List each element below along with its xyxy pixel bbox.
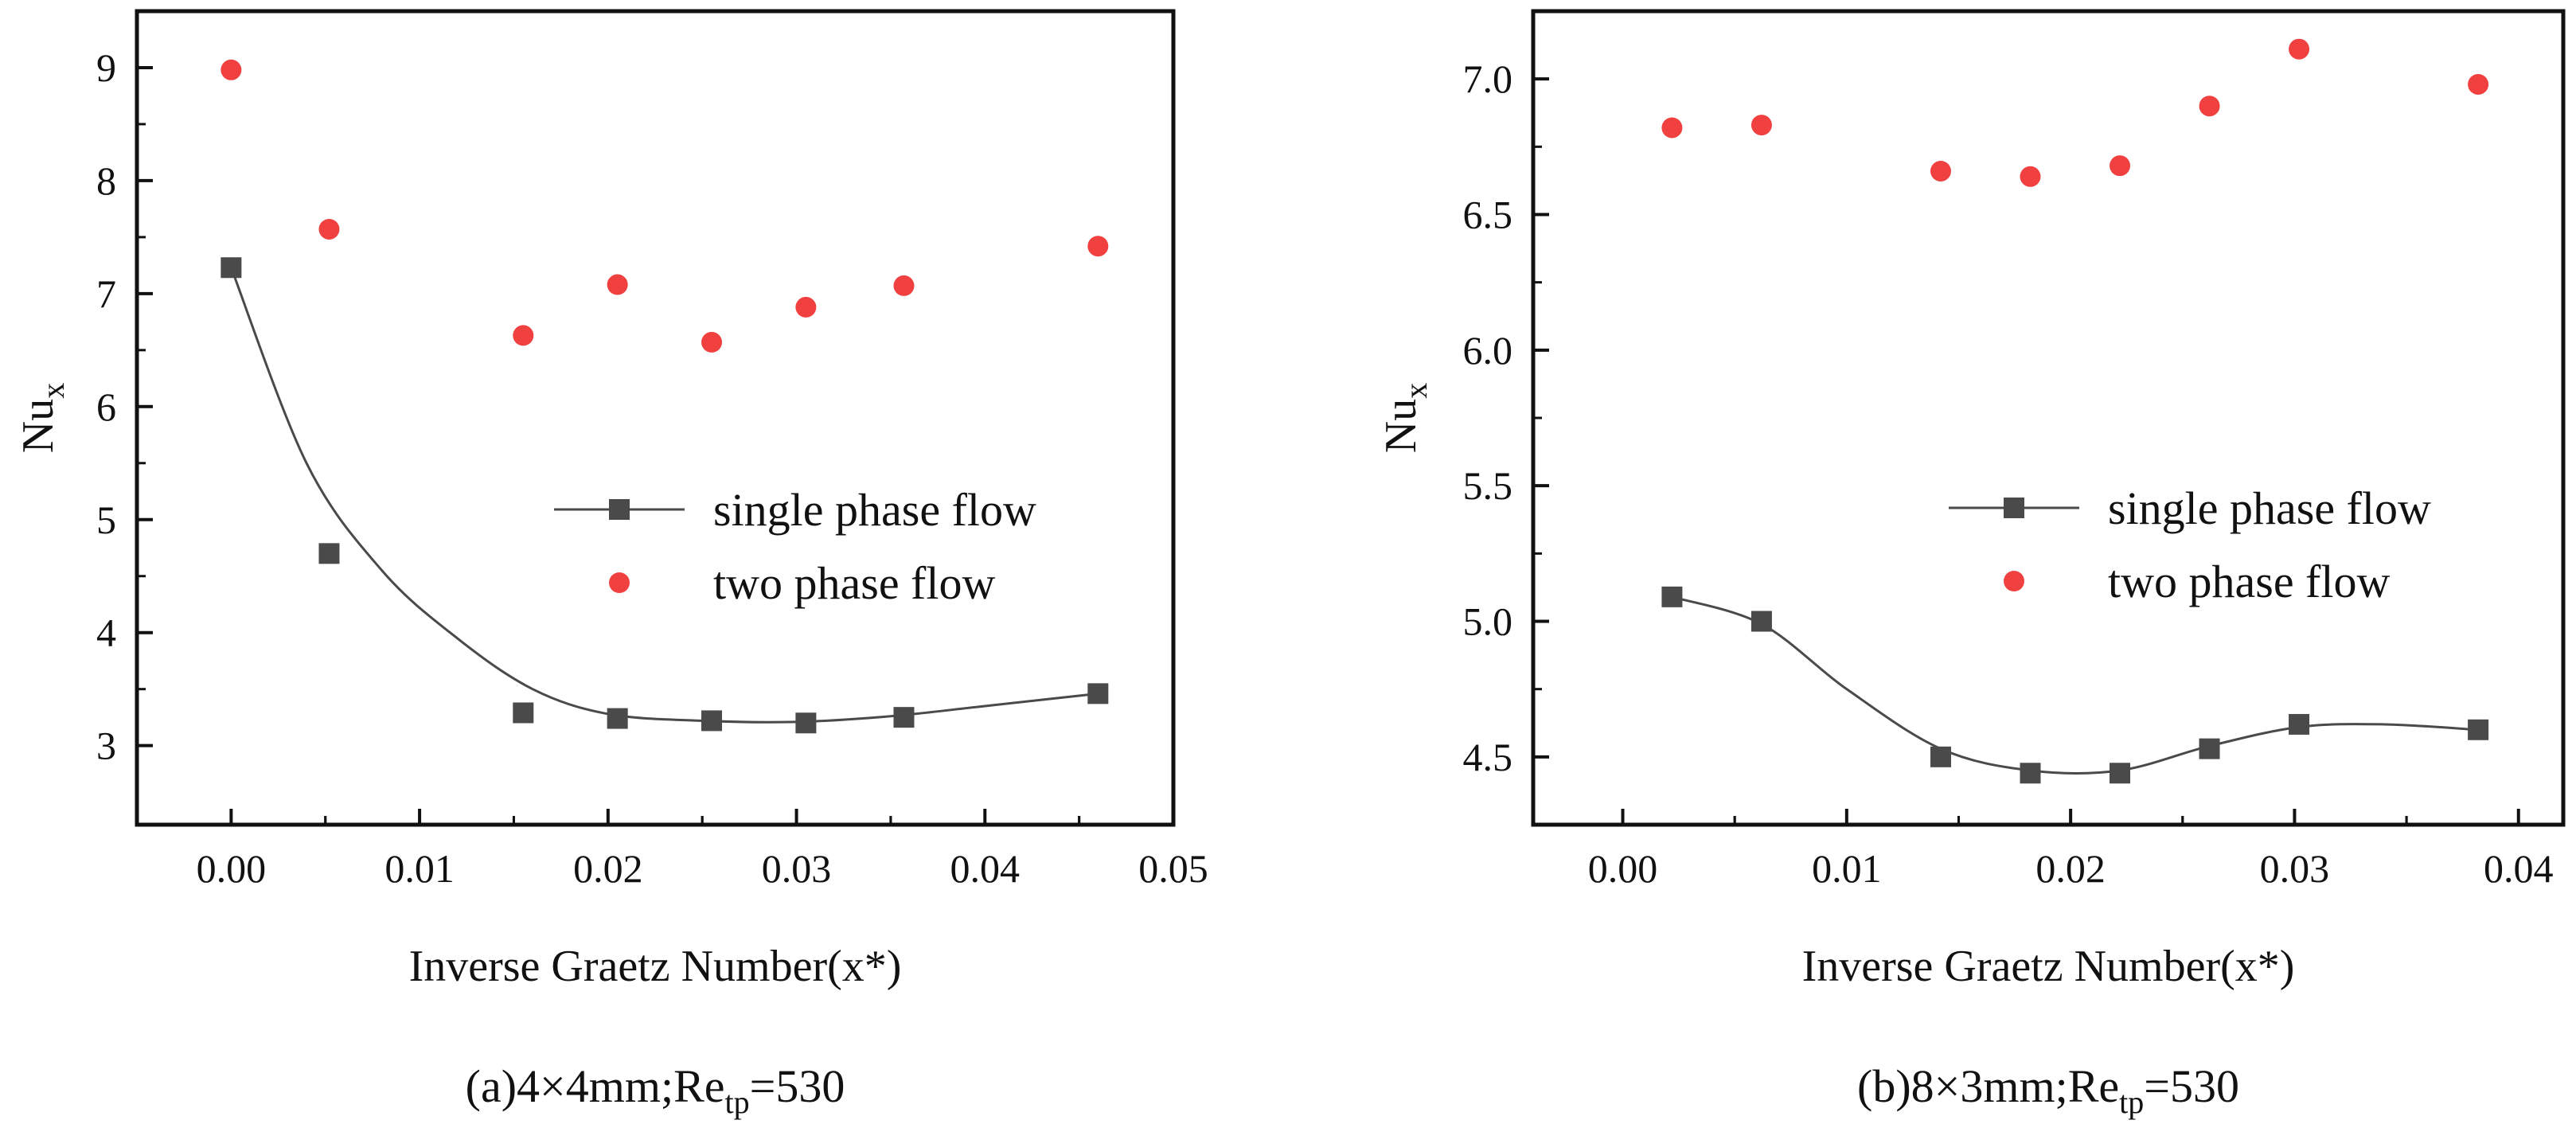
y-tick-label: 5.0: [1463, 599, 1513, 644]
legend-marker-circle: [609, 572, 630, 593]
data-point-circle: [1930, 160, 1951, 181]
y-tick-label: 8: [96, 158, 116, 203]
data-point-circle: [221, 59, 242, 80]
chart-panel-a: 0.00 0.01 0.02 0.03 0.04 0.05 3 4 5 6 7 8 9 Inverse G…: [14, 9, 1208, 1120]
panel-caption: (a)4×4mm;Retp=530: [466, 1060, 845, 1120]
data-point-circle: [701, 331, 723, 353]
data-point-square: [2199, 738, 2220, 759]
data-point-square: [795, 712, 817, 734]
x-axis-title: Inverse Graetz Number(x*): [1802, 942, 2295, 991]
legend-label: single phase flow: [713, 484, 1036, 536]
legend-marker-square: [609, 499, 630, 520]
data-point-square: [1087, 683, 1109, 704]
legend-marker-circle: [2004, 571, 2024, 591]
data-point-circle: [2468, 73, 2489, 95]
y-tick-label: 6.5: [1463, 193, 1513, 237]
data-point-circle: [2020, 166, 2041, 187]
data-point-circle: [795, 296, 817, 318]
data-point-square: [2110, 763, 2131, 784]
x-tick-label: 0.00: [197, 846, 267, 891]
y-axis-title-main: Nu: [1376, 399, 1426, 453]
x-tick-label: 0.01: [1812, 846, 1882, 891]
caption-suffix: =530: [750, 1060, 845, 1112]
data-point-circle: [2289, 38, 2310, 60]
y-tick-label: 7: [96, 271, 116, 316]
data-point-square: [318, 543, 340, 564]
x-tick-label: 0.02: [2035, 846, 2106, 891]
y-tick-label: 7.0: [1463, 57, 1513, 101]
legend-marker-square: [2004, 498, 2024, 518]
data-point-circle: [607, 274, 628, 295]
caption-prefix: (b)8×3mm;Re: [1857, 1060, 2119, 1112]
caption-suffix: =530: [2144, 1060, 2239, 1112]
legend-label: two phase flow: [713, 557, 995, 609]
y-axis-title-main: Nu: [14, 399, 63, 453]
y-axis-title: Nux: [14, 383, 71, 453]
data-point-square: [893, 707, 915, 728]
y-axis-title: Nux: [1376, 383, 1434, 453]
caption-subscript: tp: [725, 1084, 750, 1120]
data-point-circle: [2199, 96, 2220, 117]
y-tick-label: 5.5: [1463, 463, 1513, 508]
x-tick-label: 0.05: [1138, 846, 1208, 891]
y-tick-label: 9: [96, 45, 116, 90]
x-tick-label: 0.01: [384, 846, 455, 891]
data-point-circle: [893, 275, 915, 296]
legend-label: single phase flow: [2108, 482, 2431, 534]
data-point-square: [1930, 746, 1951, 767]
y-tick-label: 5: [96, 498, 116, 542]
legend-label: two phase flow: [2108, 556, 2390, 607]
caption-prefix: (a)4×4mm;Re: [466, 1060, 725, 1112]
x-tick-label: 0.03: [2260, 846, 2330, 891]
data-point-circle: [1661, 117, 1683, 139]
y-tick-label: 3: [96, 724, 116, 768]
data-point-square: [2020, 763, 2041, 784]
data-point-circle: [1087, 236, 1109, 257]
x-axis-title: Inverse Graetz Number(x*): [409, 942, 902, 991]
y-tick-label: 4: [96, 611, 116, 655]
data-point-square: [607, 708, 628, 729]
x-tick-label: 0.00: [1588, 846, 1658, 891]
data-point-square: [1661, 586, 1683, 607]
x-tick-label: 0.03: [762, 846, 832, 891]
x-tick-label: 0.04: [2484, 846, 2554, 891]
chart-panel-b: 0.00 0.01 0.02 0.03 0.04 4.5 5.0 5.5 6.0 6.5 7.0 In…: [1376, 9, 2566, 1120]
data-point-circle: [513, 325, 534, 346]
data-point-square: [513, 702, 534, 724]
caption-subscript: tp: [2119, 1084, 2144, 1120]
y-tick-label: 6: [96, 384, 116, 429]
data-point-square: [221, 257, 242, 279]
data-point-circle: [1751, 115, 1772, 136]
x-tick-label: 0.04: [950, 846, 1021, 891]
panel-caption: (b)8×3mm;Retp=530: [1857, 1060, 2239, 1120]
plot-frame: [135, 9, 1176, 827]
y-axis-title-subscript: x: [35, 383, 71, 399]
data-point-square: [2289, 713, 2310, 735]
plot-frame: [1531, 9, 2566, 827]
y-axis-title-subscript: x: [1398, 383, 1434, 399]
data-point-circle: [2110, 155, 2131, 177]
y-tick-label: 6.0: [1463, 328, 1513, 373]
y-tick-label: 4.5: [1463, 735, 1513, 779]
series-fit-curve: [1671, 595, 2479, 775]
data-point-square: [1751, 611, 1772, 632]
x-tick-label: 0.02: [573, 846, 643, 891]
data-point-square: [701, 710, 723, 732]
data-point-circle: [318, 218, 340, 240]
data-point-square: [2468, 719, 2489, 740]
